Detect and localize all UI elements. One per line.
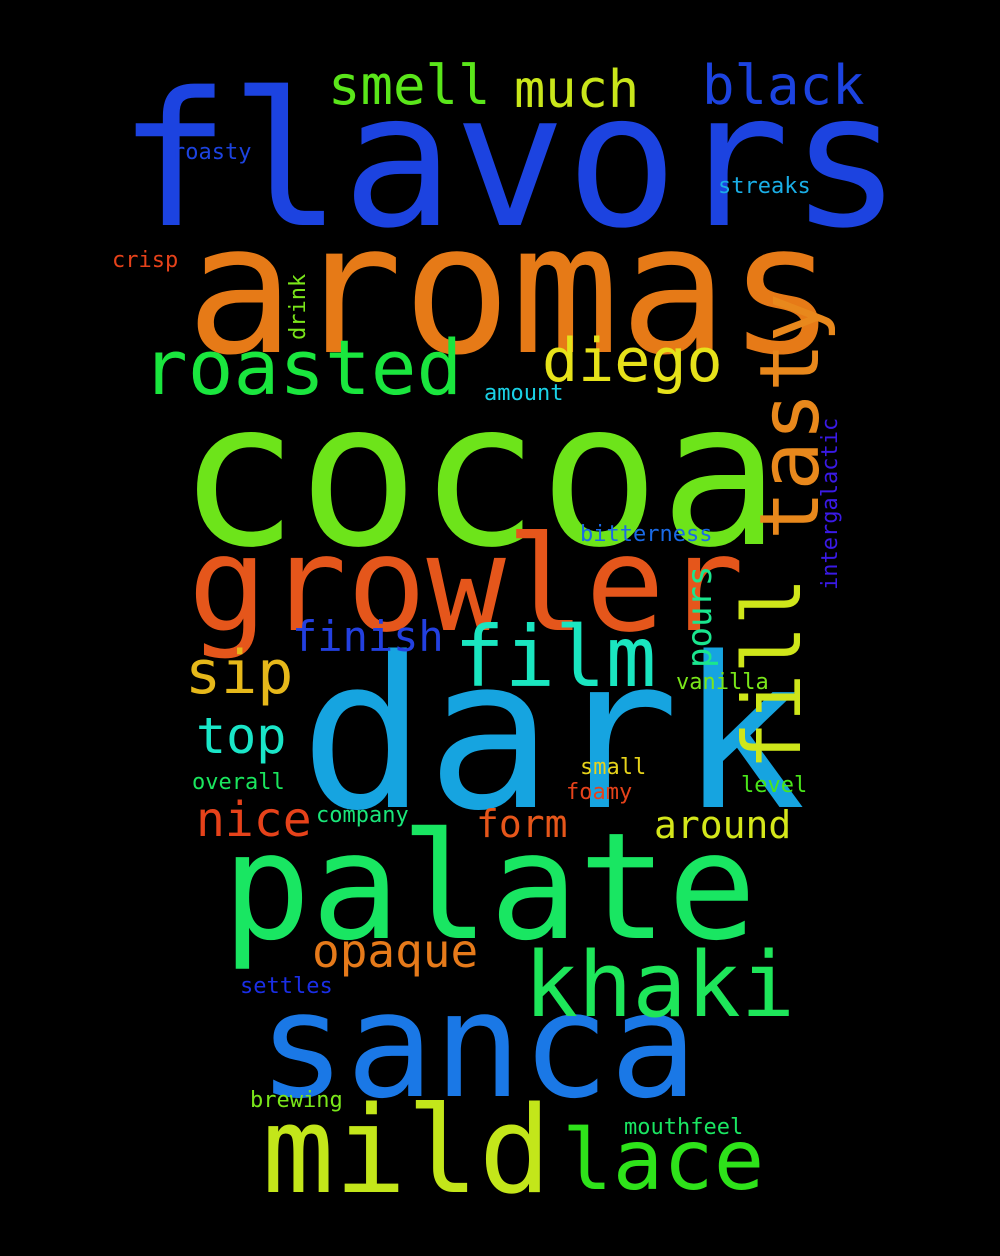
word-around: around (654, 803, 792, 847)
word-black: black (702, 54, 865, 117)
word-small: small (580, 755, 647, 780)
word-mouthfeel: mouthfeel (624, 1115, 744, 1140)
word-overall: overall (192, 770, 285, 795)
word-opaque: opaque (312, 924, 479, 978)
word-sanca: sanca (258, 961, 698, 1131)
word-lace: lace (562, 1111, 765, 1209)
word-growler: growler (188, 508, 745, 662)
word-streaks: streaks (718, 174, 811, 199)
word-form: form (476, 802, 568, 846)
word-palate: palate (222, 801, 757, 973)
word-top: top (196, 707, 287, 765)
word-settles: settles (240, 974, 333, 999)
word-pours: pours (680, 565, 720, 668)
word-vanilla: vanilla (676, 670, 769, 695)
word-company: company (316, 803, 409, 828)
word-aromas: aromas (186, 186, 837, 395)
word-dark: dark (300, 612, 806, 857)
word-film: film (454, 608, 657, 706)
word-cocoa: cocoa (178, 359, 781, 592)
word-smell: smell (328, 54, 491, 117)
word-bitterness: bitterness (580, 522, 713, 547)
word-much: much (514, 60, 640, 120)
word-flavors: flavors (118, 52, 902, 269)
word-level: level (741, 773, 808, 798)
word-intergalactic: intergalactic (818, 417, 843, 590)
word-diego: diego (542, 326, 723, 396)
word-finish: finish (292, 612, 444, 661)
word-foamy: foamy (566, 780, 633, 805)
word-brewing: brewing (250, 1088, 343, 1113)
word-khaki: khaki (524, 933, 795, 1038)
word-nice: nice (196, 792, 312, 848)
word-roasted: roasted (142, 323, 463, 412)
word-mild: mild (262, 1082, 551, 1221)
word-amount: amount (484, 381, 564, 406)
word-sip: sip (185, 638, 294, 708)
word-crisp: crisp (112, 248, 179, 273)
word-drink: drink (286, 273, 311, 340)
word-roasty: roasty (172, 140, 252, 165)
